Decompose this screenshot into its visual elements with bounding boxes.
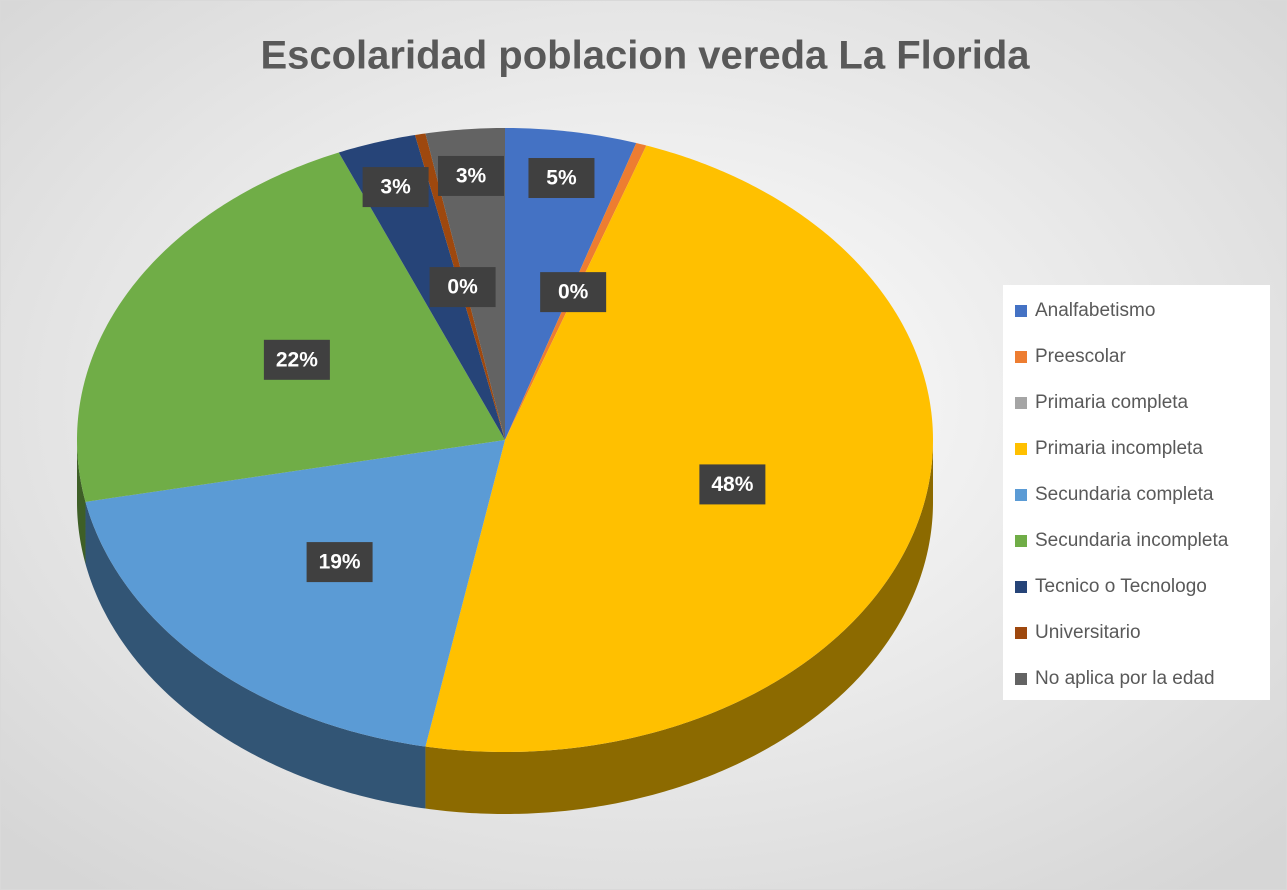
legend-label: Primaria incompleta xyxy=(1035,438,1203,459)
legend-swatch xyxy=(1015,443,1027,455)
legend xyxy=(1003,285,1270,700)
data-label: 48% xyxy=(711,473,753,496)
data-label: 5% xyxy=(546,167,577,190)
legend-swatch xyxy=(1015,581,1027,593)
legend-swatch xyxy=(1015,351,1027,363)
data-label: 19% xyxy=(319,551,361,574)
data-label-box xyxy=(429,267,496,308)
slice xyxy=(425,145,933,752)
legend-label: Secundaria incompleta xyxy=(1035,530,1229,551)
legend-swatch xyxy=(1015,627,1027,639)
slice-side xyxy=(85,501,426,809)
data-label-box xyxy=(699,464,766,505)
legend-swatch xyxy=(1015,305,1027,317)
legend-label: Primaria completa xyxy=(1035,392,1189,413)
data-label: 3% xyxy=(456,165,487,188)
legend-label: Analfabetismo xyxy=(1035,300,1155,321)
legend-label: Universitario xyxy=(1035,622,1141,643)
legend-label: Secundaria completa xyxy=(1035,484,1214,505)
slice xyxy=(77,152,505,502)
chart-title: Escolaridad poblacion vereda La Florida xyxy=(260,34,1030,78)
legend-swatch xyxy=(1015,489,1027,501)
slice-side xyxy=(77,440,86,564)
data-label-box xyxy=(438,155,505,196)
legend-label: Tecnico o Tecnologo xyxy=(1035,576,1207,597)
data-label-box xyxy=(528,158,595,199)
data-label: 0% xyxy=(447,276,478,299)
slice-side xyxy=(425,440,933,814)
legend-label: Preescolar xyxy=(1035,346,1126,367)
legend-swatch xyxy=(1015,535,1027,547)
data-label: 3% xyxy=(380,176,411,199)
legend-swatch xyxy=(1015,397,1027,409)
data-label: 0% xyxy=(558,281,589,304)
data-label-box xyxy=(306,542,373,583)
legend-swatch xyxy=(1015,673,1027,685)
data-label-box xyxy=(362,167,429,208)
data-label-box xyxy=(540,272,607,313)
legend-label: No aplica por la edad xyxy=(1035,668,1215,689)
slice xyxy=(85,440,505,747)
data-label-box xyxy=(263,339,330,380)
data-label: 22% xyxy=(276,348,318,371)
slice xyxy=(338,134,505,440)
